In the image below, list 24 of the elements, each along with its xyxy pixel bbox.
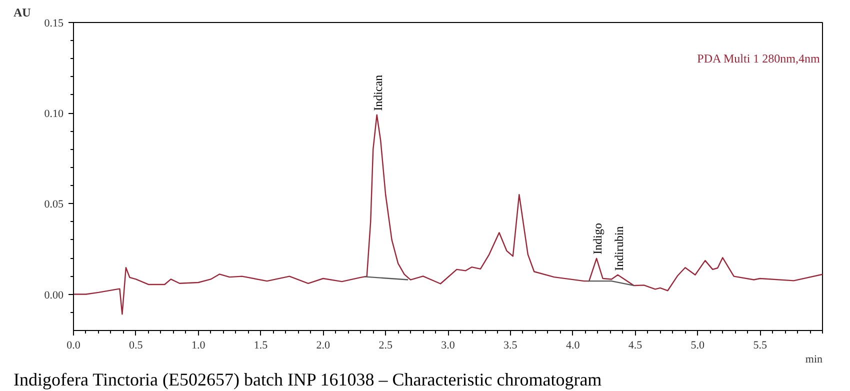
x-tick-label: 2.0 — [316, 340, 331, 352]
x-tick-label: 0.0 — [66, 340, 81, 352]
annotation: Indican — [370, 74, 385, 111]
x-tick-label: 0.5 — [129, 340, 144, 352]
line-series — [74, 114, 822, 315]
x-tick-label: 4.5 — [628, 340, 643, 352]
text: Indigofera Tinctoria (E502657) batch INP 161038 – Characteristic chromatogram — [14, 370, 602, 390]
y-tick-label: 0.00 — [44, 289, 64, 302]
annotation: Indigo — [590, 223, 605, 254]
annotation: Indirubin — [612, 226, 626, 271]
x-tick-label: 3.0 — [441, 340, 456, 352]
y-tick-label: 0.15 — [44, 18, 64, 30]
y-tick-label: 0.05 — [44, 198, 64, 211]
y-tick-label: 0.10 — [44, 108, 64, 120]
x-tick-label: 5.5 — [753, 340, 768, 352]
x-tick-label: 1.0 — [191, 340, 206, 352]
x-tick-label: 1.5 — [254, 340, 268, 352]
x-tick-label: 3.5 — [504, 340, 518, 352]
x-axis-title: min — [805, 354, 823, 366]
text: PDA Multi 1 280nm,4nm — [697, 52, 821, 66]
x-tick-label: 5.0 — [690, 340, 706, 352]
y-axis-title: AU — [14, 6, 32, 20]
x-tick-label: 2.5 — [378, 340, 393, 352]
x-tick-label: 4.0 — [566, 340, 580, 352]
